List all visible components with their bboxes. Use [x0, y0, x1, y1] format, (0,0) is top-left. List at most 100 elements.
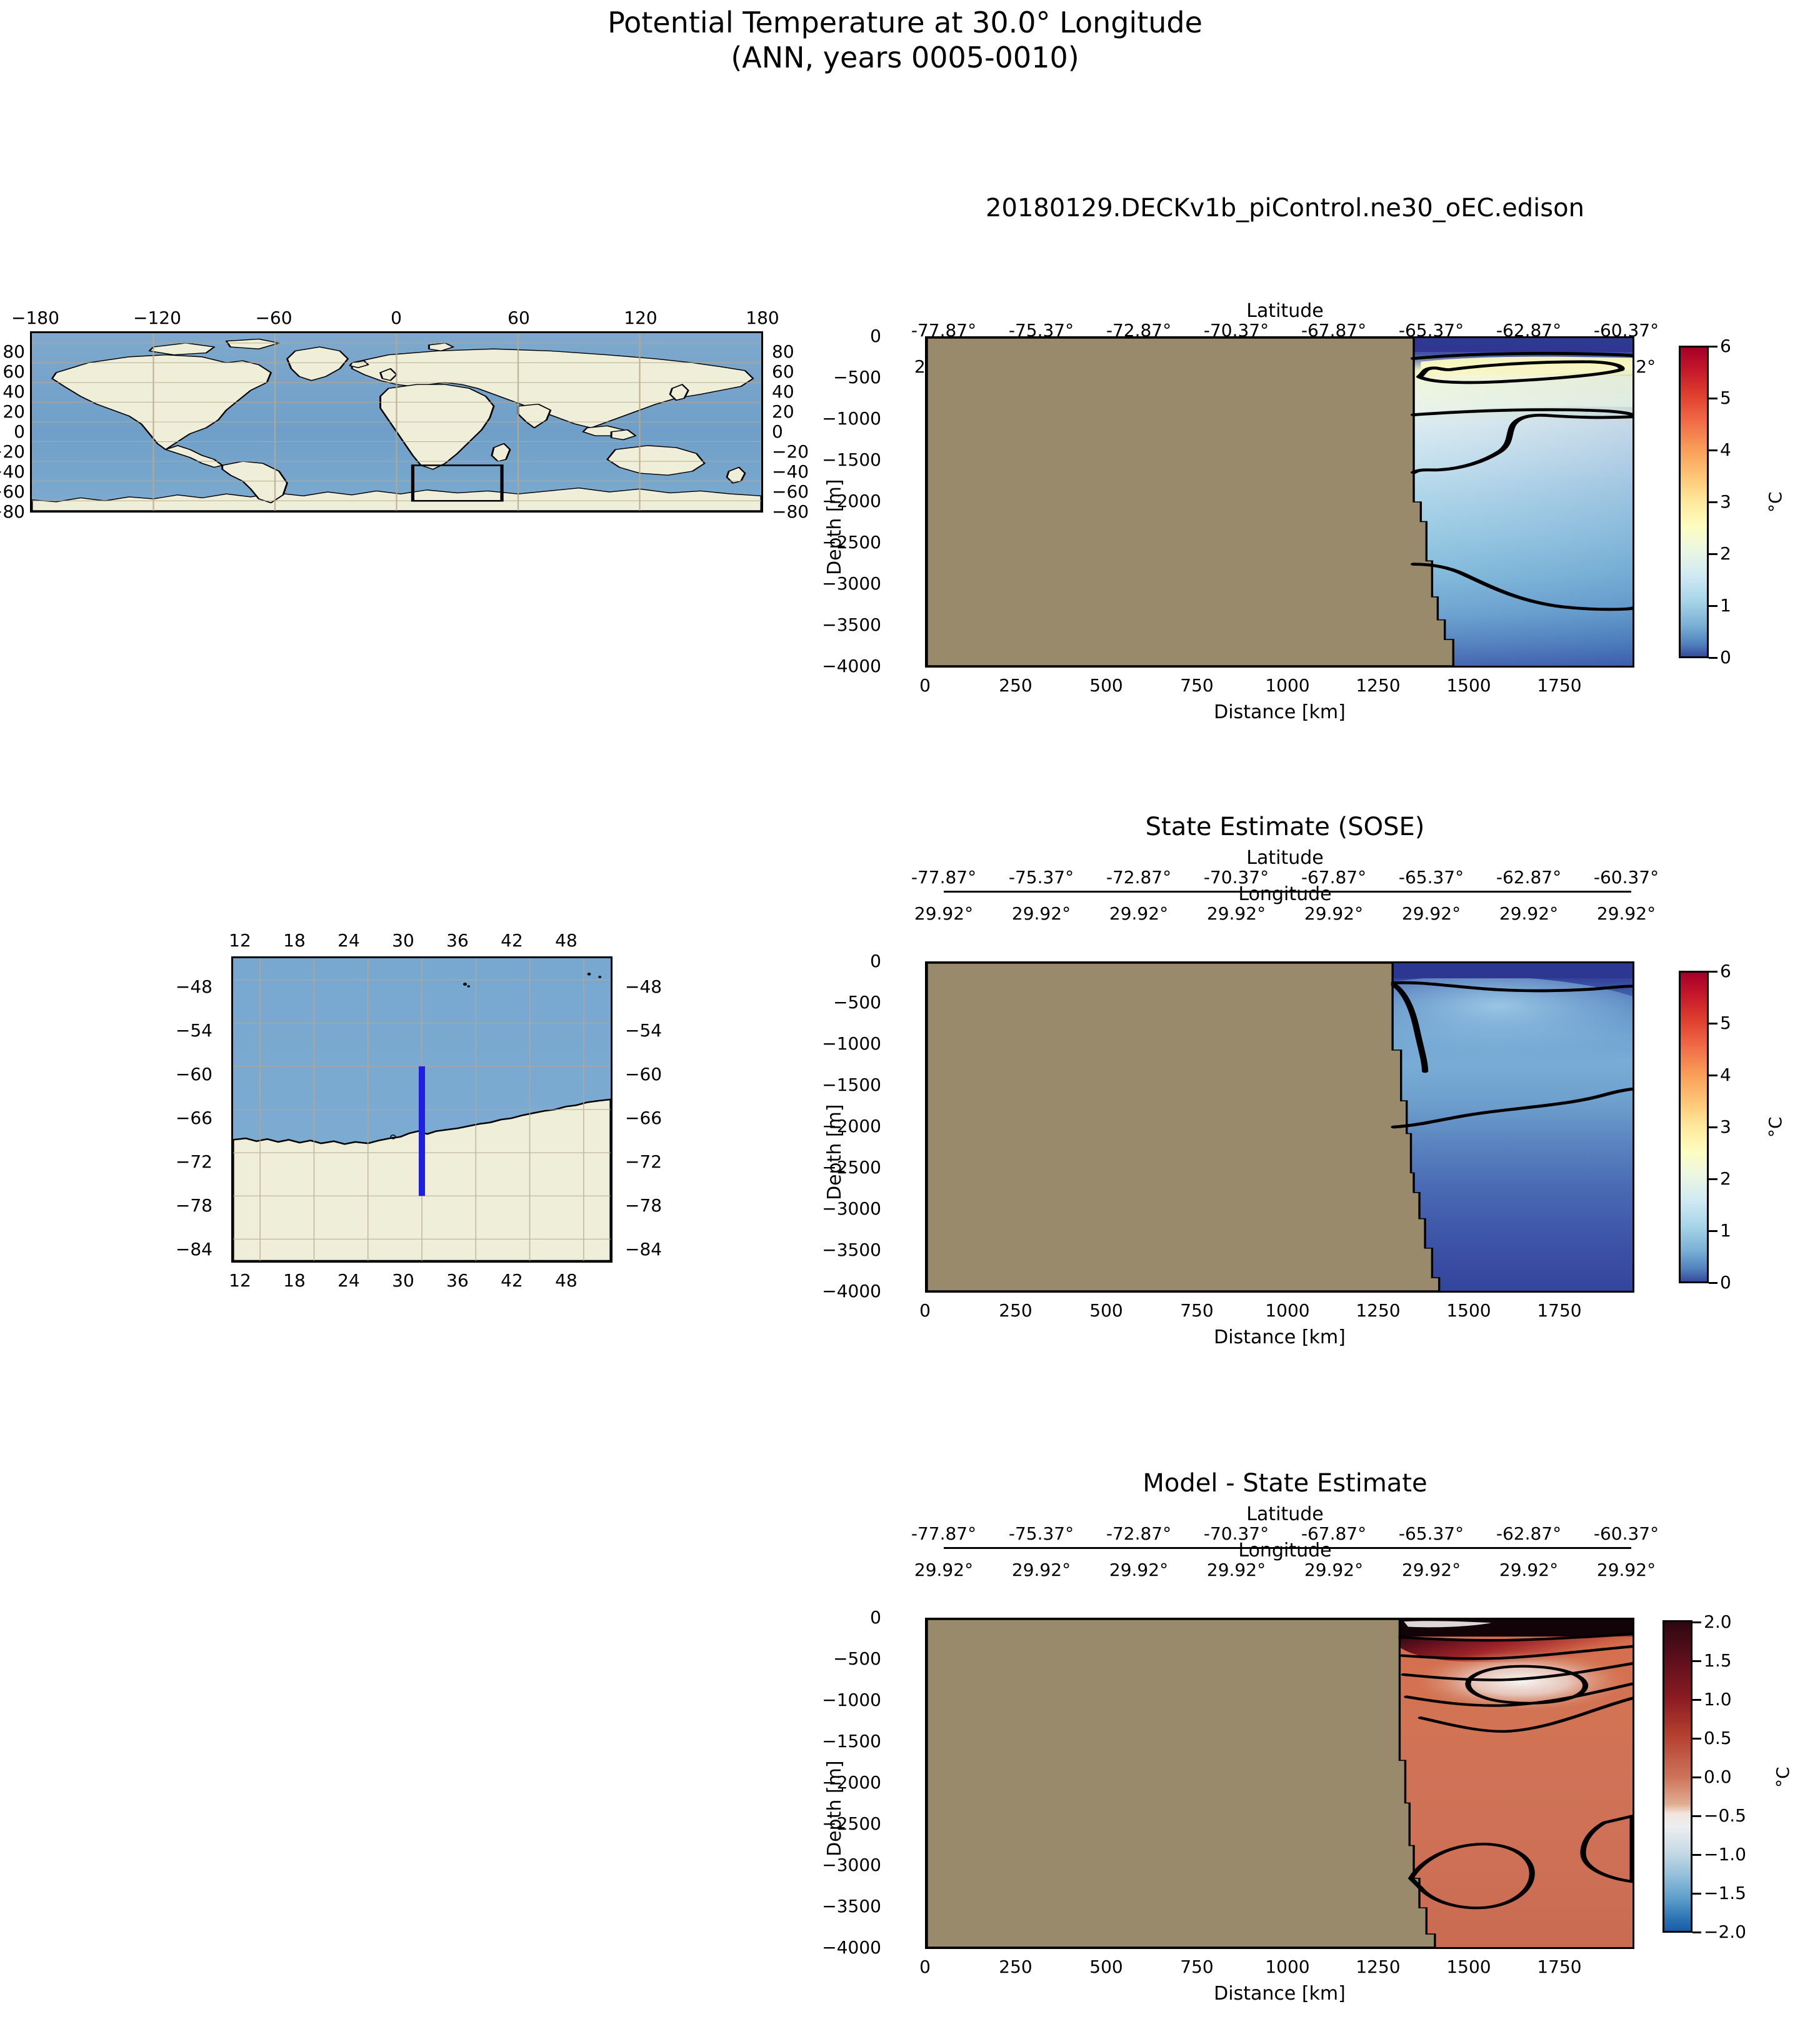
panel-model-colorbar[interactable]: [1679, 346, 1709, 658]
worldmap-ytick: −80: [0, 501, 25, 522]
longitude-axis-label: Longitude: [1238, 883, 1332, 905]
colorbar-tick: 1: [1720, 1220, 1731, 1241]
depth-tick: −3500: [822, 614, 881, 635]
region-map-canvas[interactable]: [231, 956, 612, 1263]
colorbar-tick: 2: [1720, 543, 1731, 564]
world-map-canvas[interactable]: [30, 331, 763, 513]
distance-tick: 250: [999, 675, 1032, 696]
latitude-axis-label: Latitude: [1246, 847, 1324, 869]
colorbar-tick: 0.5: [1704, 1728, 1732, 1748]
worldmap-ytick: 0: [14, 421, 25, 442]
distance-tick: 500: [1089, 1956, 1123, 1977]
colorbar-tick: −1.5: [1704, 1883, 1746, 1903]
worldmap-ytick-right: 40: [772, 381, 794, 402]
longitude-tick: 29.92°: [1304, 903, 1364, 924]
latitude-axis-label: Latitude: [1246, 1503, 1324, 1525]
panel-difference[interactable]: Model - State Estimate Latitude -77.87° …: [0, 1344, 1810, 2044]
bathymetry-mask: [927, 963, 1441, 1291]
worldmap-ytick: 20: [2, 401, 25, 422]
latitude-axis-line: [944, 891, 1631, 893]
distance-tick: 0: [919, 675, 931, 696]
world-coastline-svg: [32, 333, 761, 511]
panel-model-cross-section[interactable]: [925, 336, 1634, 668]
latitude-tick: -62.87°: [1496, 867, 1562, 888]
panel-difference-cross-section[interactable]: [925, 1618, 1634, 1949]
latitude-tick: -75.37°: [1008, 1523, 1074, 1544]
regionmap-ytick-right: −66: [625, 1108, 662, 1128]
distance-tick: 1250: [1356, 1956, 1401, 1977]
depth-tick: −1000: [822, 408, 881, 429]
depth-tick: 0: [870, 326, 881, 346]
distance-tick: 1500: [1446, 1956, 1491, 1977]
latitude-tick: -72.87°: [1106, 867, 1172, 888]
depth-tick: −1000: [822, 1033, 881, 1054]
depth-tick: −3000: [822, 573, 881, 594]
colorbar-tick: 4: [1720, 1065, 1731, 1085]
regionmap-ytick-right: −84: [625, 1239, 662, 1260]
longitude-tick: 29.92°: [1206, 1560, 1266, 1580]
regionmap-xtick: 48: [555, 930, 578, 951]
regionmap-ytick: −84: [175, 1239, 212, 1260]
colorbar-tick: −2.0: [1704, 1921, 1746, 1942]
longitude-tick: 29.92°: [1206, 903, 1266, 924]
region-detail-map[interactable]: 12 18 24 30 36 42 48 12 18 24 30 36 42 4…: [206, 900, 644, 1300]
latitude-tick: -65.37°: [1398, 867, 1464, 888]
latitude-tick: -62.87°: [1496, 1523, 1562, 1544]
distance-tick: 500: [1089, 1300, 1123, 1321]
panel-sose[interactable]: State Estimate (SOSE) Latitude -77.87° -…: [0, 719, 1810, 1344]
regionmap-xtick: 24: [338, 930, 360, 951]
depth-tick: −1500: [822, 449, 881, 470]
world-overview-map[interactable]: −180 −120 −60 0 60 120 180: [0, 275, 806, 525]
depth-tick: −500: [833, 1648, 881, 1669]
depth-tick: −2000: [822, 1116, 881, 1136]
depth-tick: −2500: [822, 1813, 881, 1834]
worldmap-xtick: 60: [508, 308, 530, 328]
regionmap-xtick: 36: [446, 930, 469, 951]
latitude-tick: -72.87°: [1106, 1523, 1172, 1544]
colorbar-tick: −0.5: [1704, 1805, 1746, 1826]
distance-tick: 1000: [1265, 1300, 1310, 1321]
inset-region-box: [411, 464, 504, 502]
regionmap-xtick: 12: [229, 930, 251, 951]
distance-tick: 1500: [1446, 1300, 1491, 1321]
panel-difference-xlabel: Distance [km]: [1214, 1983, 1346, 2005]
panel-sose-colorbar[interactable]: [1679, 971, 1709, 1283]
longitude-tick: 29.92°: [1304, 1560, 1364, 1580]
colorbar-tick: 6: [1720, 336, 1731, 356]
colorbar-tick: 0: [1720, 1272, 1731, 1293]
latitude-tick: -67.87°: [1301, 1523, 1367, 1544]
longitude-axis-label: Longitude: [1238, 1540, 1332, 1561]
regionmap-ytick-right: −72: [625, 1151, 662, 1172]
latitude-tick: -75.37°: [1008, 867, 1074, 888]
distance-tick: 750: [1180, 675, 1214, 696]
regionmap-ytick: −66: [175, 1108, 212, 1128]
longitude-tick: 29.92°: [1499, 1560, 1559, 1580]
distance-tick: 250: [999, 1956, 1032, 1977]
worldmap-ytick: 40: [2, 381, 25, 402]
bathymetry-mask: [927, 1620, 1436, 1947]
colorbar-tick: 3: [1720, 491, 1731, 512]
latitude-tick: -65.37°: [1398, 1523, 1464, 1544]
panel-difference-colorbar[interactable]: [1662, 1620, 1692, 1933]
regionmap-ytick: −78: [175, 1195, 212, 1216]
panel-difference-title: Model - State Estimate: [1142, 1469, 1428, 1498]
distance-tick: 1000: [1265, 675, 1310, 696]
regionmap-xtick-bottom: 48: [555, 1270, 578, 1291]
longitude-tick: 29.92°: [1109, 903, 1169, 924]
longitude-tick: 29.92°: [1109, 1560, 1169, 1580]
latitude-tick: -60.37°: [1593, 1523, 1659, 1544]
colorbar-tick: 5: [1720, 388, 1731, 408]
panel-sose-cross-section[interactable]: [925, 961, 1634, 1293]
worldmap-ytick: −20: [0, 441, 25, 462]
depth-tick: −2500: [822, 532, 881, 553]
worldmap-ytick-right: −40: [772, 461, 809, 482]
worldmap-ytick-right: 60: [772, 361, 794, 382]
regionmap-xtick-bottom: 30: [392, 1270, 414, 1291]
colorbar-tick: 1.5: [1704, 1650, 1732, 1671]
longitude-tick: 29.92°: [1596, 903, 1656, 924]
figure-suptitle: Potential Temperature at 30.0° Longitude…: [0, 5, 1810, 75]
depth-tick: 0: [870, 951, 881, 971]
depth-tick: −2000: [822, 1772, 881, 1793]
latitude-tick: -67.87°: [1301, 867, 1367, 888]
region-coastline-svg: [233, 958, 611, 1261]
